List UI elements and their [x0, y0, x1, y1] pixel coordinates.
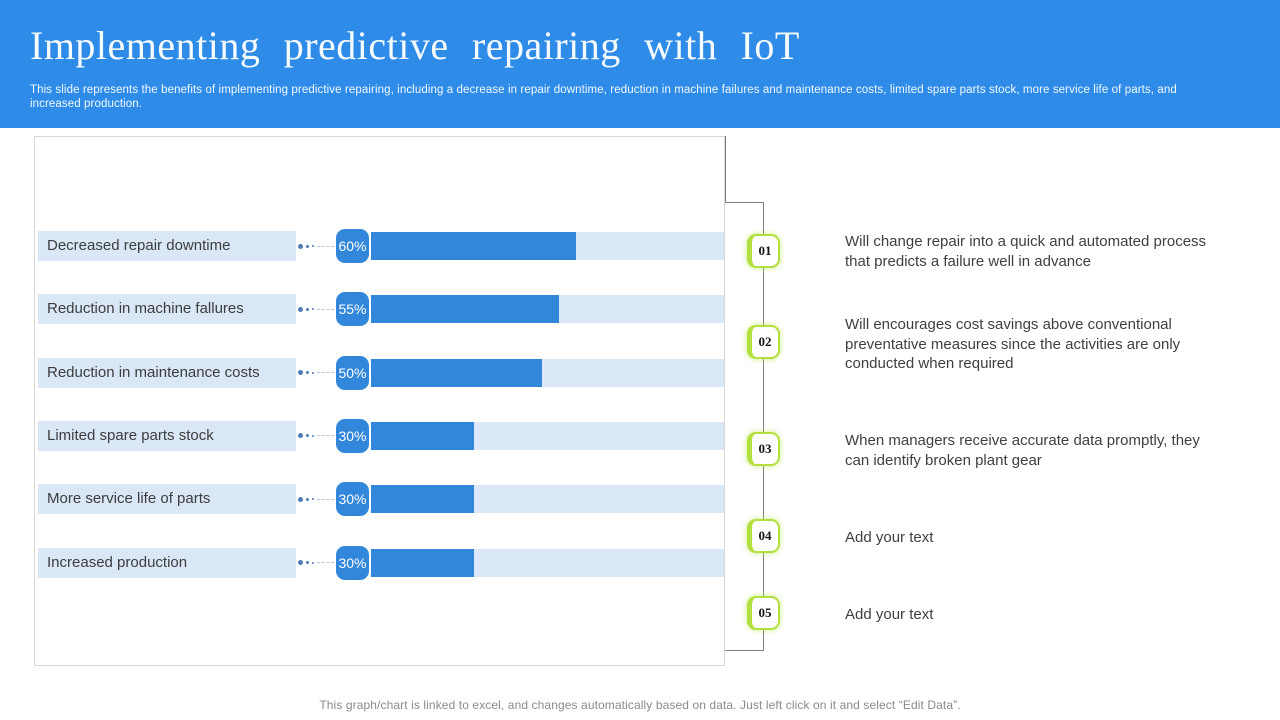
step-text[interactable]: Add your text — [845, 606, 934, 623]
leader-dots-icon — [298, 559, 334, 567]
step-number-badge: 03 — [747, 432, 780, 466]
slide-footer: This graph/chart is linked to excel, and… — [0, 698, 1280, 712]
bar-value-badge: 30% — [336, 545, 369, 580]
bar-category-label: Limited spare parts stock — [38, 420, 296, 451]
bracket-line-bottom-horizontal — [725, 650, 764, 651]
step-text: Will encourages cost savings above conve… — [845, 316, 1181, 372]
bar-track — [371, 421, 724, 450]
bar-fill — [371, 232, 577, 260]
slide-header: Implementing predictive repairing with I… — [0, 0, 1280, 128]
bar-value-badge: 30% — [336, 418, 369, 453]
bar-fill — [371, 548, 474, 577]
step-number-badge: 02 — [747, 325, 780, 359]
step-number-badge: 05 — [747, 596, 780, 630]
chart-row: Reduction in machine fallures 55% — [35, 292, 724, 327]
footer-note: This graph/chart is linked to excel, and… — [319, 698, 961, 712]
chart-row: More service life of parts 30% — [35, 482, 724, 517]
bar-value-badge: 60% — [336, 229, 369, 263]
step-number-badge: 04 — [747, 519, 780, 553]
leader-dots-icon — [298, 495, 334, 503]
bar-track — [371, 295, 724, 324]
bar-fill — [371, 295, 560, 324]
step-text: When managers receive accurate data prom… — [845, 432, 1200, 469]
bar-track — [371, 548, 724, 577]
bar-category-label: Increased production — [38, 547, 296, 578]
bar-value-badge: 55% — [336, 292, 369, 327]
leader-dots-icon — [298, 369, 334, 377]
leader-dots-icon — [298, 432, 334, 440]
leader-dots-icon — [298, 242, 334, 250]
bar-fill — [371, 358, 543, 387]
slide-subtitle: This slide represents the benefits of im… — [30, 84, 1177, 110]
slide-title: Implementing predictive repairing with I… — [30, 23, 800, 68]
bar-category-label: Reduction in maintenance costs — [38, 357, 296, 388]
bar-chart-panel[interactable]: Decreased repair downtime 60% Reduction … — [34, 136, 725, 666]
chart-row: Decreased repair downtime 60% — [35, 229, 724, 263]
bar-value-badge: 50% — [336, 355, 369, 390]
bar-value-badge: 30% — [336, 482, 369, 517]
bar-category-label: Reduction in machine fallures — [38, 294, 296, 325]
bar-track — [371, 232, 724, 260]
chart-row: Reduction in maintenance costs 50% — [35, 355, 724, 390]
bar-category-label: More service life of parts — [38, 484, 296, 515]
bar-category-label: Decreased repair downtime — [38, 231, 296, 261]
leader-dots-icon — [298, 305, 334, 313]
step-number-badge: 01 — [747, 234, 780, 268]
step-text[interactable]: Add your text — [845, 529, 934, 546]
bar-fill — [371, 421, 474, 450]
bar-track — [371, 358, 724, 387]
chart-row: Limited spare parts stock 30% — [35, 418, 724, 453]
bracket-line-top-horizontal — [725, 202, 764, 203]
chart-row: Increased production 30% — [35, 545, 724, 580]
bracket-line-main-vertical — [763, 202, 764, 651]
step-text: Will change repair into a quick and auto… — [845, 233, 1207, 270]
bar-fill — [371, 485, 474, 514]
bar-track — [371, 485, 724, 514]
bracket-line-top-vertical — [725, 136, 726, 202]
